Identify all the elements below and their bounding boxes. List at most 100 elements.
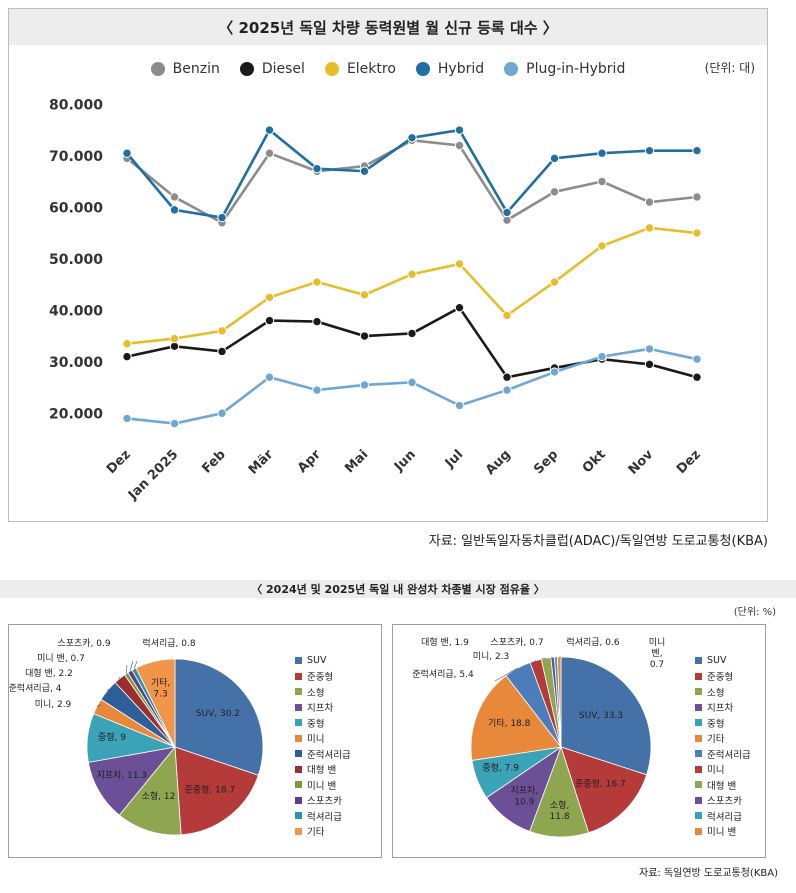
legend-label: 기타: [307, 827, 325, 839]
data-point-plug-in-hybrid: [122, 413, 132, 424]
pie-data-label: 10.9: [514, 798, 534, 808]
pie-leader-line: [550, 657, 553, 659]
y-tick-label: 30.000: [49, 355, 103, 371]
legend-label: 미니 밴: [307, 780, 337, 792]
data-point-plug-in-hybrid: [312, 385, 322, 395]
pie-slice: [560, 656, 652, 776]
y-tick-label: 70.000: [49, 149, 103, 165]
legend-label: Plug-in-Hybrid: [526, 61, 626, 77]
pie-legend-2025: SUV 준중형 소형 지프차 중형 기타 준럭셔리급 미니 대형 밴 스포츠카 럭셔리급 미니 밴: [695, 653, 751, 839]
legend-swatch: [695, 657, 702, 665]
data-point-elektro: [359, 290, 370, 300]
legend-label: 준중형: [707, 672, 734, 684]
data-point-plug-in-hybrid: [169, 418, 180, 429]
legend-label: 기타: [707, 734, 725, 746]
pie-data-label: 럭셔리급, 0.8: [142, 637, 195, 649]
pie-data-label: 준중형, 18.7: [185, 784, 236, 795]
pie-data-label: 소형, 12: [142, 791, 176, 802]
legend-dot-diesel: [239, 62, 254, 76]
data-point-hybrid: [359, 166, 370, 176]
data-point-plug-in-hybrid: [549, 367, 560, 377]
pie-data-label: 스포츠카, 0.7: [490, 637, 543, 648]
pie-data-label: 미니, 2.3: [473, 651, 510, 662]
data-point-plug-in-hybrid: [359, 380, 370, 390]
data-point-elektro: [454, 259, 465, 269]
pie-panel-title: 〈 2024년 및 2025년 독일 내 완성차 차종별 시장 점유율 〉: [0, 580, 796, 598]
series-line-diesel: [126, 305, 698, 379]
pie-data-label: 0.7: [650, 660, 664, 670]
x-tick-label: Mai: [342, 447, 371, 476]
pie-chart-2024: SUV, 30.2 준중형, 18.7 소형, 12 지프차, 11.3 중형, 9 미니…: [9, 637, 264, 836]
x-tick-label: Dez: [674, 447, 704, 477]
data-point-benzin: [644, 197, 655, 207]
pie-legend-item: 기타: [695, 731, 751, 747]
data-point-diesel: [692, 372, 702, 382]
pie-data-label: 기타,: [151, 677, 170, 688]
data-point-elektro: [122, 339, 132, 349]
pie-data-label: 준럭셔리급, 5.4: [412, 668, 474, 680]
data-point-elektro: [644, 223, 655, 233]
legend-swatch: [295, 812, 302, 820]
data-point-hybrid: [122, 148, 132, 158]
pie-leader-line: [96, 704, 102, 707]
x-tick-label: Nov: [626, 447, 657, 478]
pie-legend-item: 준중형: [695, 669, 751, 685]
data-point-hybrid: [454, 125, 465, 135]
data-point-elektro: [692, 228, 702, 238]
legend-swatch: [295, 827, 302, 835]
data-point-diesel: [217, 346, 227, 357]
pie-legend-item: 미니 밴: [695, 824, 751, 840]
legend-swatch: [695, 703, 702, 711]
pie-leader-line: [129, 660, 134, 672]
pie-legend-item: 지프차: [695, 700, 751, 716]
line-chart-source: 자료: 일반독일자동차클럽(ADAC)/독일연방 도로교통청(KBA): [428, 534, 768, 549]
data-point-diesel: [312, 316, 322, 327]
data-point-hybrid: [597, 148, 607, 158]
pie-legend-item: 미니 밴: [295, 777, 351, 793]
pie-chart-2025: SUV, 33.3 준중형, 16.7 소형,11.8 지프차,10.9 중형, 7.9…: [412, 636, 666, 838]
x-tick-label: Sep: [531, 447, 561, 477]
pie-panel-source: 자료: 독일연방 도로교통청(KBA): [639, 868, 778, 879]
pie-legend-item: 준중형: [295, 669, 351, 685]
pie-leader-line: [540, 657, 547, 660]
pie-legend-item: 미니: [695, 762, 751, 778]
data-point-benzin: [502, 215, 512, 225]
pie-legend-item: 대형 밴: [695, 777, 751, 793]
legend-swatch: [695, 796, 702, 804]
data-point-diesel: [644, 359, 655, 370]
pie-data-label: 대형 밴, 2.2: [25, 668, 73, 679]
legend-label: 대형 밴: [707, 780, 737, 792]
legend-item-elektro: Elektro: [324, 61, 396, 77]
pie-leader-line: [107, 688, 110, 691]
pie-data-label: 지프차,: [510, 785, 538, 797]
legend-swatch: [695, 688, 702, 696]
data-point-hybrid: [502, 207, 512, 218]
pie-data-label: 준중형, 16.7: [575, 779, 626, 790]
legend-swatch: [695, 734, 702, 742]
pie-data-label: 미니 밴, 0.7: [37, 653, 85, 664]
x-tick-label: Feb: [199, 447, 228, 476]
legend-label: 소형: [707, 687, 725, 699]
pie-leader-line: [530, 660, 536, 666]
legend-swatch: [695, 750, 702, 758]
y-tick-label: 20.000: [49, 406, 103, 422]
pie-data-label: 미니: [649, 637, 666, 648]
legend-dot-hybrid: [415, 62, 430, 76]
legend-label: 준럭셔리급: [707, 749, 751, 761]
pie-legend-item: 럭셔리급: [295, 808, 351, 824]
data-point-hybrid: [264, 125, 275, 135]
pie-slice: [174, 658, 264, 776]
data-point-plug-in-hybrid: [502, 385, 512, 395]
pie-data-label: 준럭셔리급, 4: [9, 682, 62, 694]
pie-data-label: SUV, 33.3: [579, 711, 623, 721]
pie-data-label: 중형, 9: [98, 732, 126, 743]
pie-legend-2024: SUV 준중형 소형 지프차 중형 미니 준럭셔리급 대형 밴 미니 밴 스포츠카 럭셔리급 기타: [295, 653, 351, 839]
legend-label: 준중형: [307, 672, 334, 684]
legend-item-hybrid: Hybrid: [415, 61, 484, 77]
legend-swatch: [295, 688, 302, 696]
x-tick-label: Aug: [483, 447, 514, 478]
data-point-elektro: [312, 277, 322, 287]
legend-label: SUV: [307, 655, 327, 667]
data-point-diesel: [407, 328, 417, 339]
legend-label: 지프차: [707, 703, 734, 715]
